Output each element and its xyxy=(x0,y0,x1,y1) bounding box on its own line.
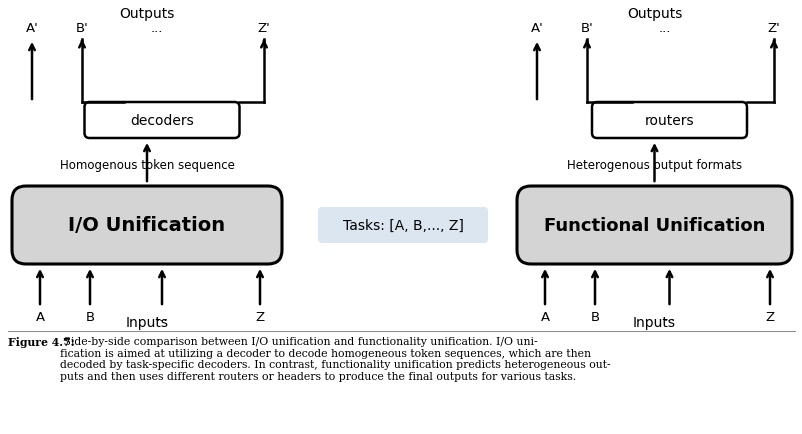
Text: B': B' xyxy=(580,22,593,35)
FancyBboxPatch shape xyxy=(516,187,791,264)
Text: Inputs: Inputs xyxy=(125,315,168,329)
Text: Side-by-side comparison between I/O unification and functionality unification. I: Side-by-side comparison between I/O unif… xyxy=(60,336,610,381)
Text: I/O Unification: I/O Unification xyxy=(68,216,225,235)
Text: ...: ... xyxy=(658,22,670,35)
Text: A': A' xyxy=(530,22,543,35)
Text: ...: ... xyxy=(151,22,163,35)
Text: B': B' xyxy=(75,22,88,35)
Text: B: B xyxy=(589,310,599,323)
Text: Functional Unification: Functional Unification xyxy=(543,217,764,234)
Text: Homogenous token sequence: Homogenous token sequence xyxy=(59,158,234,171)
Text: Z: Z xyxy=(764,310,774,323)
Text: Tasks: [A, B,..., Z]: Tasks: [A, B,..., Z] xyxy=(342,218,463,233)
Text: Inputs: Inputs xyxy=(632,315,675,329)
Text: A: A xyxy=(35,310,44,323)
FancyBboxPatch shape xyxy=(84,103,239,139)
FancyBboxPatch shape xyxy=(591,103,746,139)
Text: ...: ... xyxy=(662,310,674,323)
Text: ...: ... xyxy=(156,310,168,323)
Text: routers: routers xyxy=(644,114,694,128)
FancyBboxPatch shape xyxy=(12,187,282,264)
Text: decoders: decoders xyxy=(130,114,193,128)
Text: A: A xyxy=(540,310,549,323)
Text: Figure 4.7:: Figure 4.7: xyxy=(8,336,75,347)
Text: Z': Z' xyxy=(257,22,270,35)
Text: Z: Z xyxy=(255,310,264,323)
FancyBboxPatch shape xyxy=(318,207,488,243)
Text: Z': Z' xyxy=(767,22,780,35)
Text: A': A' xyxy=(26,22,38,35)
Text: Outputs: Outputs xyxy=(626,7,682,21)
Text: Outputs: Outputs xyxy=(119,7,175,21)
Text: B: B xyxy=(85,310,95,323)
Text: Heterogenous output formats: Heterogenous output formats xyxy=(566,158,741,171)
